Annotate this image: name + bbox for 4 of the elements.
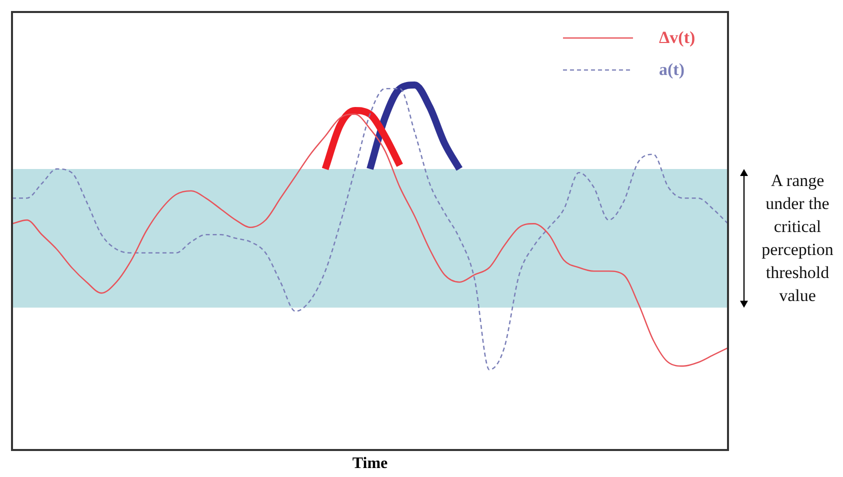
x-axis-title: Time: [351, 455, 389, 473]
band-label: A range under the critical perception threshold value: [760, 170, 834, 308]
legend-label: a(t): [659, 60, 684, 80]
legend-label: Δv(t): [659, 28, 696, 48]
